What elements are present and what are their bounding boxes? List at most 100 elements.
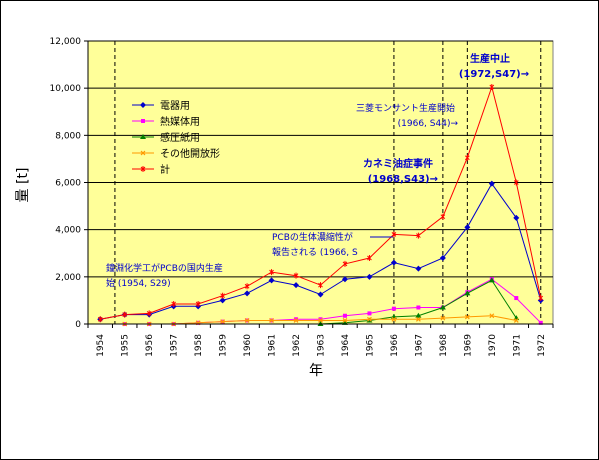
legend-label: 感圧紙用 [160, 131, 200, 144]
data-point [220, 319, 226, 325]
x-tick-label: 1964 [341, 334, 351, 357]
legend-item: 熱媒体用 [132, 115, 200, 128]
data-point [514, 296, 519, 301]
data-point [244, 283, 250, 290]
x-tick-label: 1959 [219, 334, 229, 357]
data-point [464, 154, 470, 161]
data-point [464, 290, 471, 296]
data-point [294, 317, 299, 322]
data-point [464, 314, 470, 320]
series-3 [122, 313, 519, 327]
data-point [171, 300, 177, 307]
legend-label: 計 [160, 163, 170, 176]
data-point [318, 318, 323, 323]
x-tick-label: 1962 [292, 334, 302, 357]
annotation-kanemi-line1: カネミ油症事件 [363, 157, 433, 170]
x-tick-label: 1969 [463, 334, 473, 357]
data-point [415, 265, 422, 272]
x-tick-label: 1965 [365, 334, 375, 357]
legend-marker [140, 134, 146, 139]
data-point [439, 254, 446, 261]
data-point [342, 313, 347, 318]
legend-label: 電器用 [160, 100, 190, 112]
x-tick-label: 1967 [414, 334, 424, 357]
y-tick-label: 10,000 [50, 84, 82, 94]
data-point [97, 316, 103, 323]
legend-item: 感圧紙用 [132, 131, 200, 144]
data-point [317, 291, 324, 298]
data-point [440, 315, 446, 321]
x-tick-label: 1958 [194, 334, 204, 357]
annotation-1966-line2: 報告される (1966, S [272, 246, 358, 258]
data-point [489, 83, 495, 90]
legend-item: 電器用 [132, 100, 190, 112]
data-point [269, 318, 274, 323]
event-lines [114, 41, 542, 324]
x-tick-label: 1954 [96, 334, 106, 357]
data-point [416, 305, 421, 310]
annotation-mitsubishi-line1: 三菱モンサント生産開始 [356, 102, 455, 114]
x-tick-label: 1968 [439, 334, 449, 357]
legend-item: 計 [132, 163, 170, 176]
annotation-kanemi-line2: (1968,S43)→ [368, 174, 438, 185]
data-point [367, 254, 372, 261]
x-tick-label: 1961 [268, 334, 278, 357]
annotation-mitsubishi-line2: (1966, S44)→ [398, 119, 459, 129]
data-point [219, 297, 226, 304]
data-point [415, 312, 422, 318]
x-tick-labels: 1954 1955 1956 1957 1958 1959 1960 1961 1962 1963… [87, 324, 554, 357]
data-point [342, 318, 348, 323]
data-point [513, 318, 519, 323]
data-point [367, 311, 372, 316]
data-point [440, 213, 446, 220]
data-point [391, 306, 396, 311]
x-tick-label: 1966 [390, 334, 400, 357]
legend-marker [140, 150, 146, 156]
legend-marker [140, 102, 146, 108]
data-point [538, 320, 543, 325]
legend-marker [141, 119, 145, 123]
legend-label: その他開放形 [160, 147, 220, 160]
data-point [390, 259, 397, 266]
data-point [195, 300, 201, 307]
data-point [342, 260, 348, 267]
data-point [513, 179, 519, 186]
data-point [439, 304, 446, 310]
data-point [464, 224, 471, 231]
annotation-stop-line1: 生産中止 [470, 52, 510, 65]
annotation-1954-line1: 鐘淵化学工がPCBの国内生産 [106, 262, 223, 274]
y-tick-label: 0 [75, 320, 81, 330]
x-axis-title: 年 [309, 363, 323, 379]
data-point [318, 317, 323, 322]
legend-marker [140, 166, 146, 172]
x-tick-label: 1960 [243, 334, 253, 357]
x-tick-label: 1972 [537, 334, 547, 357]
data-point [122, 311, 128, 318]
annotation-1966-line1: PCBの生体濃縮性が [272, 231, 353, 243]
data-point [489, 313, 495, 319]
y-axis-title: 量 [t] [15, 168, 31, 203]
data-point [293, 318, 299, 323]
y-tick-labels: 0 2,000 4,000 6,000 8,000 10,000 12,000 [50, 37, 88, 330]
x-tick-label: 1957 [170, 334, 180, 357]
data-point [146, 310, 152, 317]
x-tick-label: 1963 [317, 334, 327, 357]
data-point [293, 282, 300, 289]
data-point [268, 277, 275, 284]
data-point [366, 273, 373, 280]
data-point [244, 318, 250, 323]
data-point [269, 269, 274, 276]
data-point [391, 316, 397, 322]
y-tick-label: 12,000 [50, 37, 82, 47]
x-tick-label: 1970 [488, 334, 498, 357]
series-4 [97, 83, 544, 323]
x-tick-label: 1956 [145, 334, 155, 357]
data-point [318, 282, 323, 289]
y-tick-label: 8,000 [55, 131, 81, 141]
y-tick-label: 4,000 [55, 226, 81, 236]
x-tick-label: 1971 [512, 334, 522, 357]
data-point [367, 316, 372, 322]
data-point [416, 232, 421, 239]
